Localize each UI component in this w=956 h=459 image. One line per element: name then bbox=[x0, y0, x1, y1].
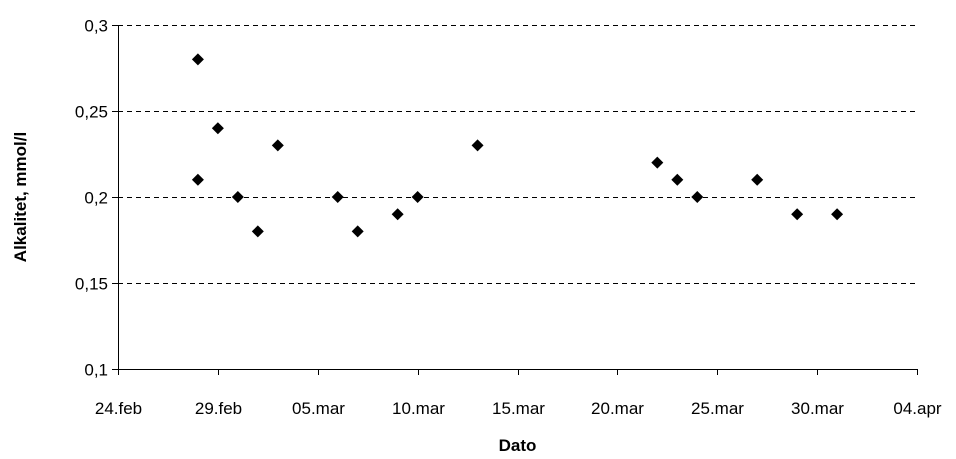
x-tick-label: 10.mar bbox=[392, 399, 445, 418]
data-point bbox=[471, 139, 484, 152]
data-point bbox=[791, 208, 804, 221]
data-point bbox=[691, 191, 704, 203]
x-tick-label: 24.feb bbox=[95, 399, 142, 418]
data-point bbox=[391, 208, 404, 221]
data-points bbox=[191, 53, 844, 238]
data-point bbox=[831, 208, 844, 221]
data-point bbox=[271, 139, 284, 152]
x-tick-label: 04.apr bbox=[893, 399, 942, 418]
x-tick-label: 05.mar bbox=[292, 399, 345, 418]
x-tick-label: 29.feb bbox=[195, 399, 242, 418]
y-tick-label: 0,3 bbox=[84, 17, 108, 36]
data-point bbox=[251, 225, 264, 238]
data-point bbox=[351, 225, 364, 238]
data-point bbox=[331, 191, 344, 203]
x-axis-title: Dato bbox=[499, 436, 537, 455]
y-tick-label: 0,15 bbox=[75, 275, 108, 294]
data-point bbox=[191, 173, 204, 186]
data-point bbox=[231, 191, 244, 203]
data-point bbox=[191, 53, 204, 66]
x-tick-label: 20.mar bbox=[591, 399, 644, 418]
x-tick-label: 30.mar bbox=[791, 399, 844, 418]
data-point bbox=[211, 122, 224, 135]
data-point bbox=[651, 156, 664, 169]
y-tick-label: 0,1 bbox=[84, 361, 108, 380]
tick-labels: 0,1 0,15 0,2 0,25 0,3 24.feb 29.feb 05.mar 10.ma… bbox=[75, 17, 942, 419]
axes bbox=[112, 25, 918, 375]
grid-lines bbox=[118, 25, 917, 284]
x-tick-label: 25.mar bbox=[691, 399, 744, 418]
x-tick-label: 15.mar bbox=[492, 399, 545, 418]
data-point bbox=[671, 173, 684, 186]
data-point bbox=[411, 191, 424, 203]
y-tick-label: 0,25 bbox=[75, 103, 108, 122]
y-axis-title: Alkalitet, mmol/l bbox=[11, 132, 30, 262]
data-point bbox=[751, 173, 764, 186]
y-tick-label: 0,2 bbox=[84, 189, 108, 208]
